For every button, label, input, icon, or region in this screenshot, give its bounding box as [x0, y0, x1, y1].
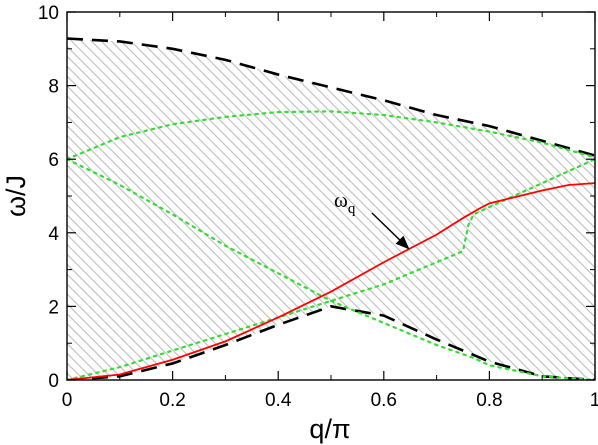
x-tick-label: 0: [62, 390, 73, 411]
x-tick-label: 0.8: [476, 390, 502, 411]
annotation-arrow: [371, 212, 410, 250]
x-tick-label: 0.6: [371, 390, 397, 411]
series-line-6: [67, 182, 595, 380]
omega-q-annotation: ωq: [334, 188, 410, 250]
x-tick-label: 0.2: [159, 390, 185, 411]
shaded-continuum: [67, 38, 595, 380]
x-tick-label: 1: [590, 390, 598, 411]
plot-area: [67, 37, 595, 380]
annotation-symbol: ω: [334, 188, 348, 212]
y-tick-label: 6: [48, 150, 59, 171]
series-line-3: [67, 110, 595, 161]
y-tick-label: 2: [48, 297, 59, 318]
y-tick-label: 0: [48, 371, 59, 392]
series-line-5: [67, 158, 595, 380]
y-tick-label: 8: [48, 77, 59, 98]
y-tick-label: 10: [38, 3, 59, 24]
series-line-4: [67, 158, 595, 380]
y-tick-label: 4: [48, 224, 59, 245]
series-line-1: [67, 37, 595, 157]
x-axis-title: q/π: [309, 414, 350, 444]
annotation-subscript: q: [348, 201, 356, 217]
x-tick-label: 0.4: [265, 390, 292, 411]
svg-text:ωq: ωq: [334, 188, 356, 217]
series-line-2: [67, 305, 595, 380]
y-axis-title: ω/J: [1, 175, 31, 217]
